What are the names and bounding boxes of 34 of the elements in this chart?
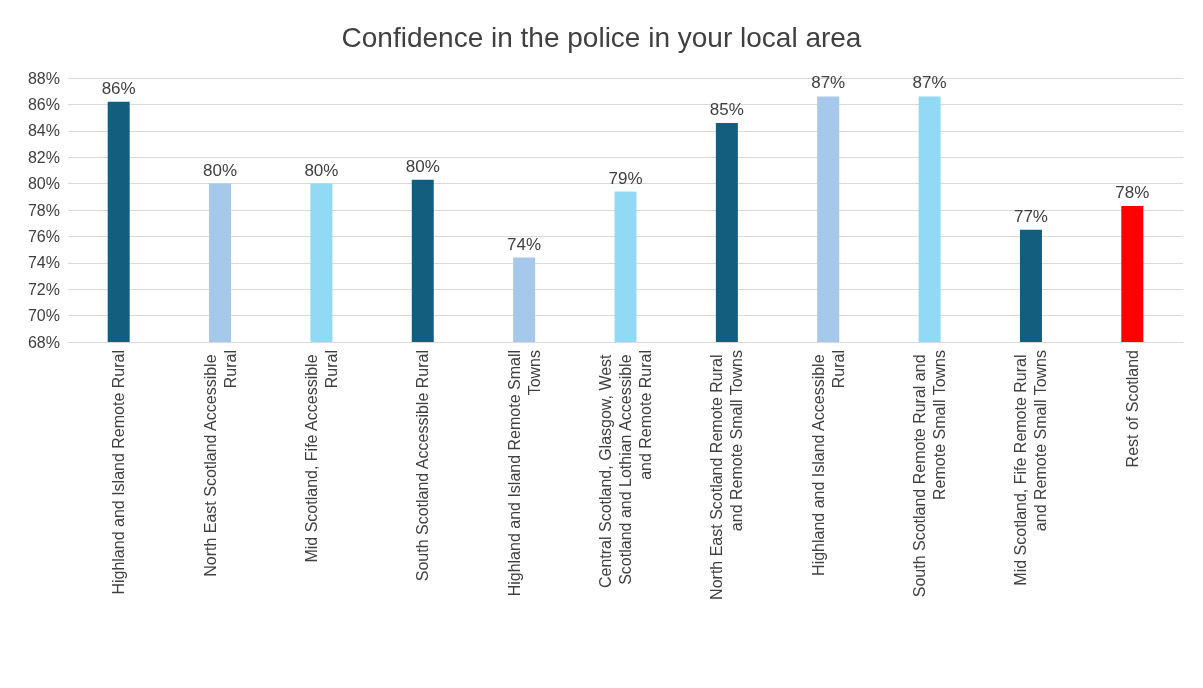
data-label: 80% (405, 156, 440, 176)
data-label: 78% (1115, 183, 1150, 203)
y-tick-label: 82% (27, 148, 60, 166)
y-tick-label: 76% (27, 227, 60, 245)
data-label: 80% (304, 160, 339, 180)
x-tick-label: Highland and Island Accessible Rural (809, 350, 847, 576)
y-tick-label: 70% (27, 307, 60, 325)
data-label: 86% (101, 78, 136, 98)
x-tick-label: Mid Scotland, Fife Remote Rural and Remote Small Towns (1012, 350, 1050, 586)
x-tick-label: Highland and Island Remote Rural (110, 350, 128, 595)
data-label: 79% (608, 168, 643, 188)
data-label: 87% (811, 73, 846, 93)
x-tick-label: North East Scotland Accessible Rural (201, 350, 239, 577)
y-tick-label: 72% (27, 280, 60, 298)
y-tick-label: 86% (27, 95, 60, 113)
x-tick-label: Mid Scotland, Fife Accessible Rural (302, 350, 340, 563)
y-tick-label: 68% (27, 333, 60, 351)
x-tick-label: South Scotland Remote Rural and Remote Small Towns (911, 350, 949, 598)
chart-title: Confidence in the police in your local area (341, 21, 862, 53)
x-tick-label: Central Scotland, Glasgow, West Scotland and Lothian Accessible and Remote Rural (597, 350, 654, 589)
y-tick-label: 80% (27, 175, 60, 193)
y-tick-label: 84% (27, 122, 60, 140)
x-tick-label: Highland and Island Remote Small Towns (505, 350, 543, 597)
data-label: 80% (203, 160, 238, 180)
x-tick-label: South Scotland Accessible Rural (414, 350, 432, 582)
y-tick-label: 74% (27, 254, 60, 272)
y-tick-label: 78% (27, 201, 60, 219)
y-tick-label: 88% (27, 69, 60, 87)
x-tick-label: Rest of Scotland (1123, 350, 1141, 468)
data-label: 87% (912, 73, 947, 93)
x-tick-label: North East Scotland Remote Rural and Remote Small Towns (708, 350, 746, 600)
data-label: 77% (1013, 206, 1048, 226)
data-label: 74% (507, 234, 542, 254)
data-label: 85% (709, 99, 744, 119)
